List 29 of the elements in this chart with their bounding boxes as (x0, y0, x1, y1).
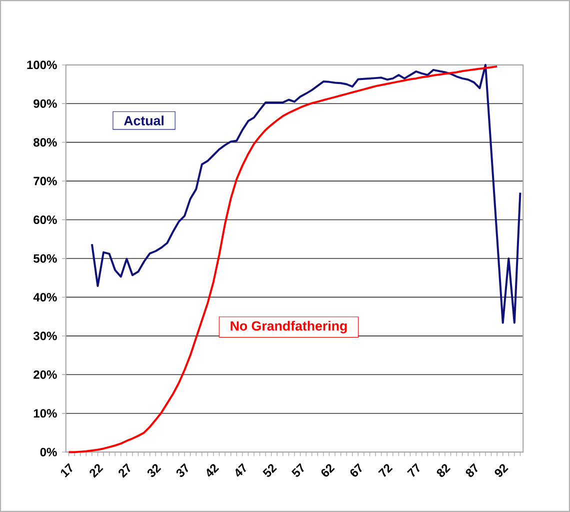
x-tick-label: 67 (350, 463, 362, 477)
x-tick-label: 57 (291, 463, 304, 477)
y-tick-label: 40% (33, 292, 57, 302)
x-tick-label: 82 (436, 464, 451, 477)
text: No Grandfathering (230, 320, 347, 334)
y-tick-label: 80% (34, 138, 57, 147)
y-tick-label: 90% (34, 99, 57, 108)
y-tick-label: 50% (34, 254, 57, 263)
y-tick-label: 100% (27, 60, 57, 70)
x-tick-label: 87 (466, 463, 478, 477)
x-tick-label: 92 (494, 464, 508, 477)
x-tick-label: 52 (262, 464, 277, 477)
x-tick-label: 37 (176, 463, 188, 477)
x-tick-label: 22 (90, 464, 104, 478)
y-tick-label: 70% (34, 176, 57, 186)
y-tick-label: 60% (34, 216, 57, 224)
x-tick-label: 27 (118, 463, 130, 478)
x-tick-label: 62 (321, 464, 335, 477)
y-tick-label: 20% (34, 370, 57, 379)
x-tick-label: 42 (206, 464, 220, 477)
x-tick-label: 17 (60, 463, 72, 478)
x-tick-label: 72 (378, 464, 393, 477)
x-tick-label: 47 (236, 463, 246, 477)
x-tick-label: 77 (406, 463, 420, 477)
text: Actual (124, 116, 164, 126)
y-tick-label: 30% (33, 332, 57, 340)
x-tick-label: 32 (147, 464, 162, 477)
y-tick-label: 10% (34, 409, 57, 418)
y-tick-label: 0% (40, 448, 57, 456)
